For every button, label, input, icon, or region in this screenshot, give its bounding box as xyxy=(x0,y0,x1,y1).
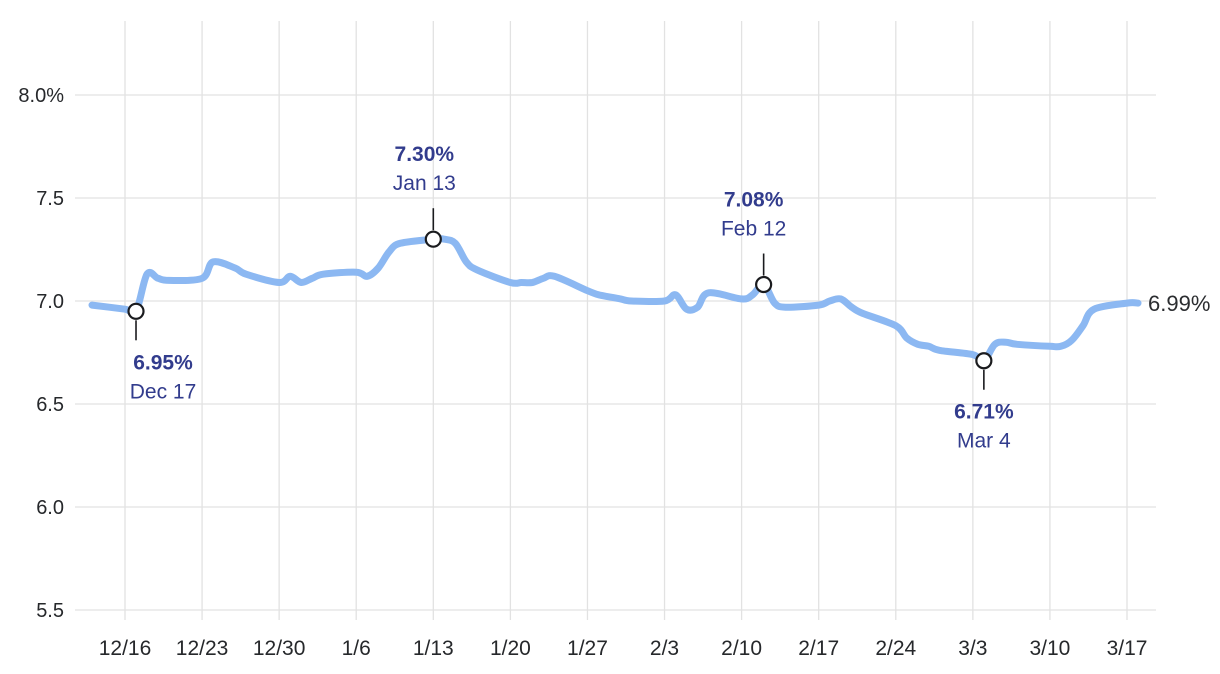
x-axis-tick-label: 12/30 xyxy=(253,637,306,660)
annotation-date-label: Dec 17 xyxy=(130,380,197,403)
annotation-value-label: 7.30% xyxy=(395,143,455,166)
vertical-gridlines xyxy=(124,21,1128,620)
y-axis-labels: 8.0% 7.5 7.0 6.5 6.0 5.5 xyxy=(18,85,64,622)
annotations: 6.95% Dec 17 7.30% Jan 13 7.08% Feb 12 6.71% Ma… xyxy=(127,143,1014,453)
x-axis-tick-label: 3/10 xyxy=(1029,637,1070,660)
data-point-marker xyxy=(127,302,145,320)
annotation-date-label: Feb 12 xyxy=(721,218,786,241)
y-axis-tick-label: 5.5 xyxy=(36,600,64,622)
x-axis-tick-label: 3/17 xyxy=(1107,637,1148,660)
annotation-date-label: Mar 4 xyxy=(957,430,1011,453)
y-axis-tick-label: 8.0% xyxy=(18,85,64,107)
data-point-marker xyxy=(755,275,773,294)
x-axis-tick-label: 1/20 xyxy=(490,637,531,660)
annotation-value-label: 7.08% xyxy=(724,189,784,212)
y-axis-tick-label: 7.0 xyxy=(36,291,64,313)
annotation-value-label: 6.71% xyxy=(954,401,1014,424)
y-axis-tick-label: 6.0 xyxy=(36,497,64,519)
x-axis-tick-label: 1/13 xyxy=(413,637,454,660)
y-axis-tick-label: 7.5 xyxy=(36,188,64,210)
x-axis-tick-label: 2/10 xyxy=(721,637,762,660)
x-axis-tick-label: 1/6 xyxy=(342,637,371,660)
x-axis-tick-label: 12/16 xyxy=(99,637,152,660)
x-axis-tick-label: 2/17 xyxy=(798,637,839,660)
x-axis-tick-label: 1/27 xyxy=(567,637,608,660)
current-value-label: 6.99% xyxy=(1148,291,1210,316)
x-axis-tick-label: 2/24 xyxy=(875,637,916,660)
x-axis-labels: 12/16 12/23 12/30 1/6 1/13 1/20 1/27 2/3 2/10 2/1… xyxy=(99,637,1148,660)
annotation-date-label: Jan 13 xyxy=(393,172,456,195)
x-axis-tick-label: 12/23 xyxy=(176,637,229,660)
horizontal-gridlines xyxy=(75,94,1156,611)
x-axis-tick-label: 3/3 xyxy=(958,637,987,660)
x-axis-tick-label: 2/3 xyxy=(650,637,679,660)
annotation-value-label: 6.95% xyxy=(133,351,193,374)
data-point-marker xyxy=(424,230,442,248)
data-point-marker xyxy=(975,352,993,370)
rate-line xyxy=(88,235,1142,365)
y-axis-tick-label: 6.5 xyxy=(36,394,64,416)
